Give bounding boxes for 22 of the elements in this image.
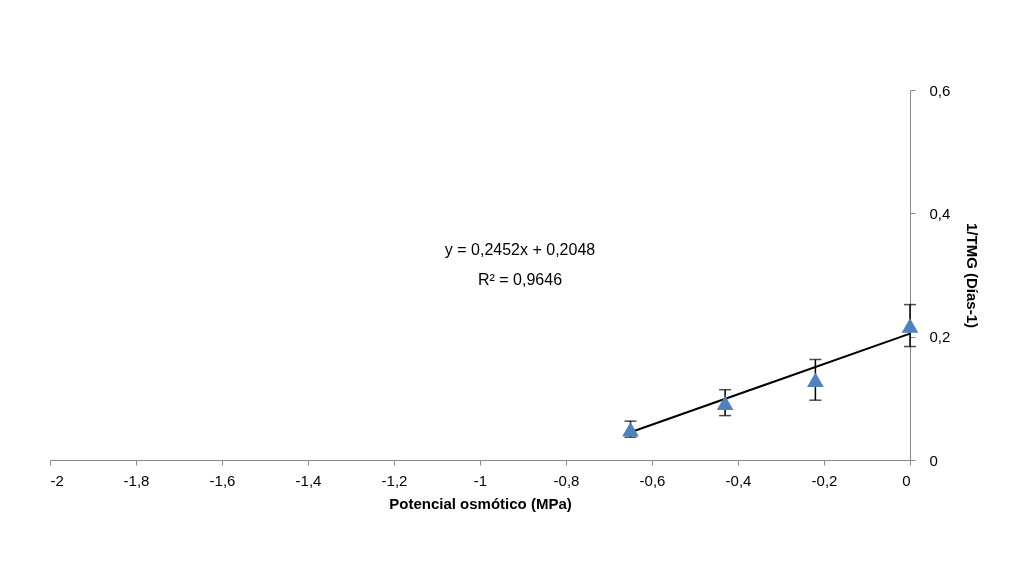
x-tick-label: -1,8 bbox=[123, 471, 150, 489]
y-tick-label: 0,2 bbox=[929, 328, 951, 346]
y-tick-label: 0,4 bbox=[929, 204, 951, 222]
x-tick-label: -1,4 bbox=[295, 471, 322, 489]
y-axis-title: 1/TMG (Días-1) bbox=[964, 222, 982, 329]
point bbox=[807, 372, 824, 388]
x-axis-title: Potencial osmótico (MPa) bbox=[389, 494, 572, 512]
x-tick-label: 0 bbox=[902, 471, 911, 489]
x-tick-label: -1,6 bbox=[209, 471, 236, 489]
x-tick-label: -0,2 bbox=[811, 471, 838, 489]
x-tick-label: -0,8 bbox=[553, 471, 580, 489]
point bbox=[716, 395, 734, 410]
point bbox=[901, 318, 919, 333]
x-tick-label: -2 bbox=[50, 471, 64, 489]
x-tick-label: -0,4 bbox=[725, 471, 752, 489]
x-tick-label: -1 bbox=[473, 471, 488, 489]
x-tick-label: -0,6 bbox=[639, 471, 666, 489]
annotation: y = 0,2452x + 0,2048 bbox=[444, 241, 596, 258]
x-tick-label: -1,2 bbox=[381, 471, 408, 489]
annotation: R² = 0,9646 bbox=[477, 271, 563, 288]
y-tick-label: 0,6 bbox=[929, 81, 951, 99]
y-tick-label: 0 bbox=[929, 451, 938, 469]
